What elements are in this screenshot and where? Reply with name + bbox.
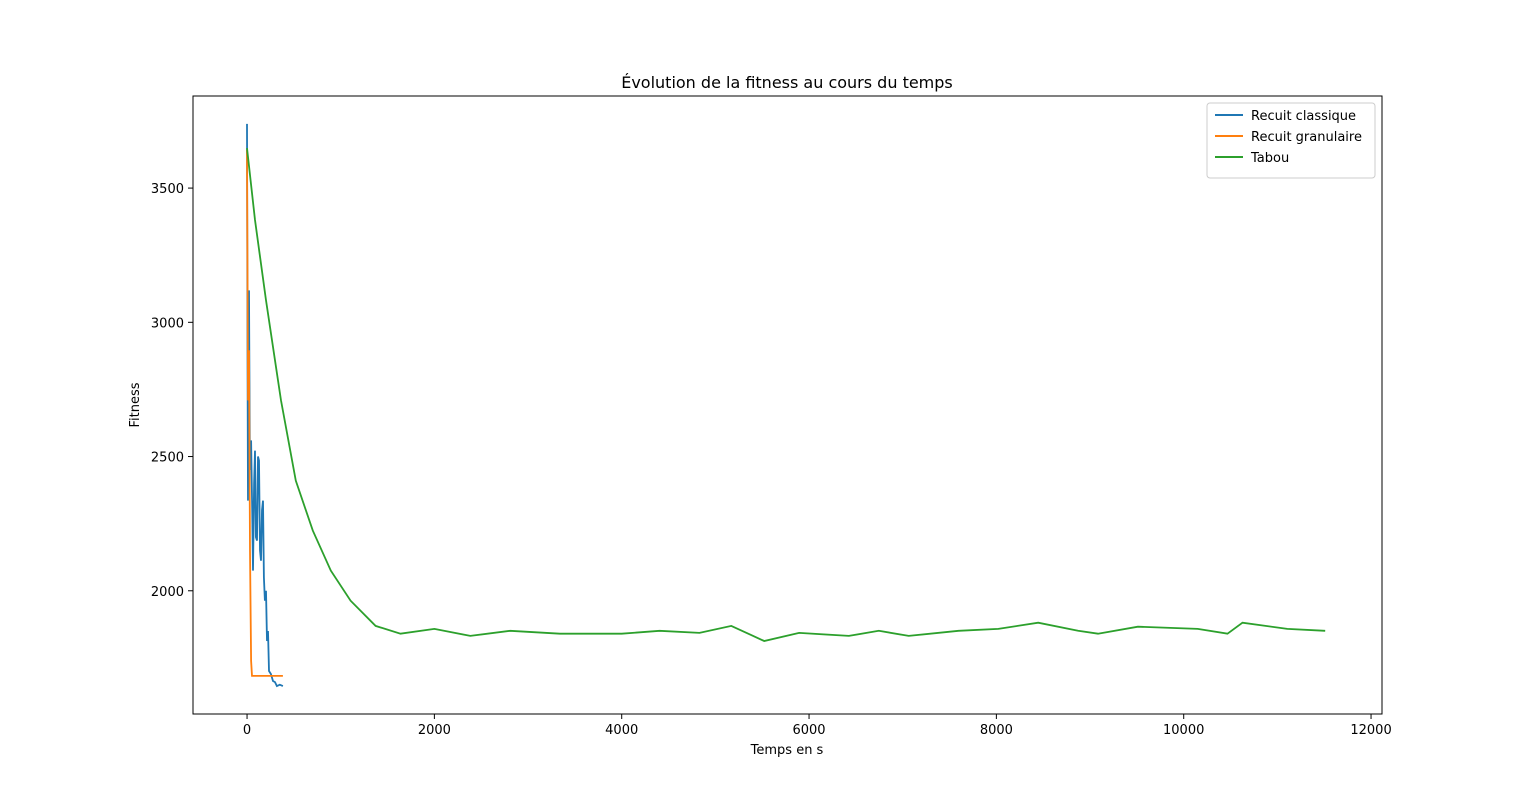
series-line xyxy=(246,149,283,677)
x-axis-label: Temps en s xyxy=(750,743,824,758)
legend-label: Recuit granulaire xyxy=(1251,130,1362,145)
legend-label: Tabou xyxy=(1250,151,1289,166)
x-tick-label: 0 xyxy=(243,723,251,738)
legend-box xyxy=(1206,102,1376,179)
y-tick-label: 3500 xyxy=(151,182,184,197)
x-tick-label: 8000 xyxy=(980,723,1013,738)
x-tick-label: 12000 xyxy=(1350,723,1391,738)
plot-frame xyxy=(192,95,1383,715)
x-tick-label: 10000 xyxy=(1163,723,1204,738)
chart-title: Évolution de la fitness au cours du temp… xyxy=(621,73,953,92)
y-tick-label: 2500 xyxy=(151,451,184,466)
y-tick-label: 3000 xyxy=(151,316,184,331)
y-tick-label: 2000 xyxy=(151,585,184,600)
y-axis-label: Fitness xyxy=(128,382,143,427)
legend-label: Recuit classique xyxy=(1251,109,1356,124)
x-tick-label: 4000 xyxy=(605,723,638,738)
x-tick-label: 2000 xyxy=(418,723,451,738)
x-tick-label: 6000 xyxy=(792,723,825,738)
series-line xyxy=(246,123,284,688)
series-line xyxy=(246,148,1326,642)
